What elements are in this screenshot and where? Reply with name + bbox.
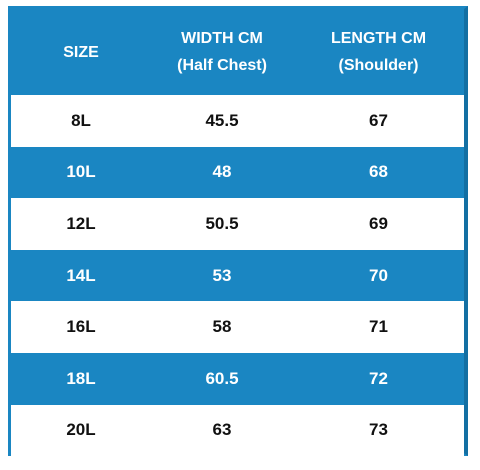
table-cell: 68 (369, 162, 388, 182)
header-text: SIZE (63, 43, 99, 61)
table-row: 20L 63 73 (11, 404, 464, 457)
header-cell: LENGTH CM (Shoulder) (293, 9, 464, 95)
table-row: 18L 60.5 72 (11, 353, 464, 405)
table-row: 8L 45.5 67 (11, 95, 464, 147)
header-text: WIDTH CM (181, 30, 263, 47)
header-cell: WIDTH CM (Half Chest) (151, 9, 293, 95)
table-row: 14L 53 70 (11, 249, 464, 302)
table-cell: 50.5 (205, 213, 239, 233)
table-cell: 67 (369, 110, 388, 130)
table-cell: 69 (369, 213, 388, 233)
table-cell: 71 (369, 317, 388, 337)
table-cell: 16L (66, 317, 96, 337)
table-cell: 72 (369, 368, 388, 388)
table-cell: 58 (212, 317, 232, 337)
header-cell: SIZE (11, 9, 151, 95)
table-row: 12L 50.5 69 (11, 198, 464, 250)
header-row: SIZE WIDTH CM (Half Chest) LENGTH CM (Should… (11, 9, 464, 95)
table-cell: 70 (369, 265, 388, 285)
table-cell: 12L (66, 213, 96, 233)
header-text: (Shoulder) (338, 57, 419, 74)
table-cell: 60.5 (205, 368, 239, 388)
table-cell: 45.5 (205, 110, 239, 130)
header-text: LENGTH CM (330, 30, 427, 47)
header-text: (Half Chest) (177, 57, 267, 74)
table-cell: 73 (369, 420, 388, 440)
size-table: SIZE WIDTH CM (Half Chest) LENGTH CM (Should… (8, 6, 468, 457)
table-cell: 8L (71, 110, 91, 130)
table-cell: 20L (66, 420, 96, 440)
table-cell: 53 (212, 265, 232, 285)
table-cell: 18L (66, 368, 96, 388)
table-cell: 48 (212, 162, 232, 182)
table-cell: 63 (212, 420, 232, 440)
table-row: 10L 48 68 (11, 146, 464, 199)
table-cell: 10L (66, 162, 96, 182)
table-cell: 14L (66, 265, 96, 285)
table-row: 16L 58 71 (11, 301, 464, 353)
